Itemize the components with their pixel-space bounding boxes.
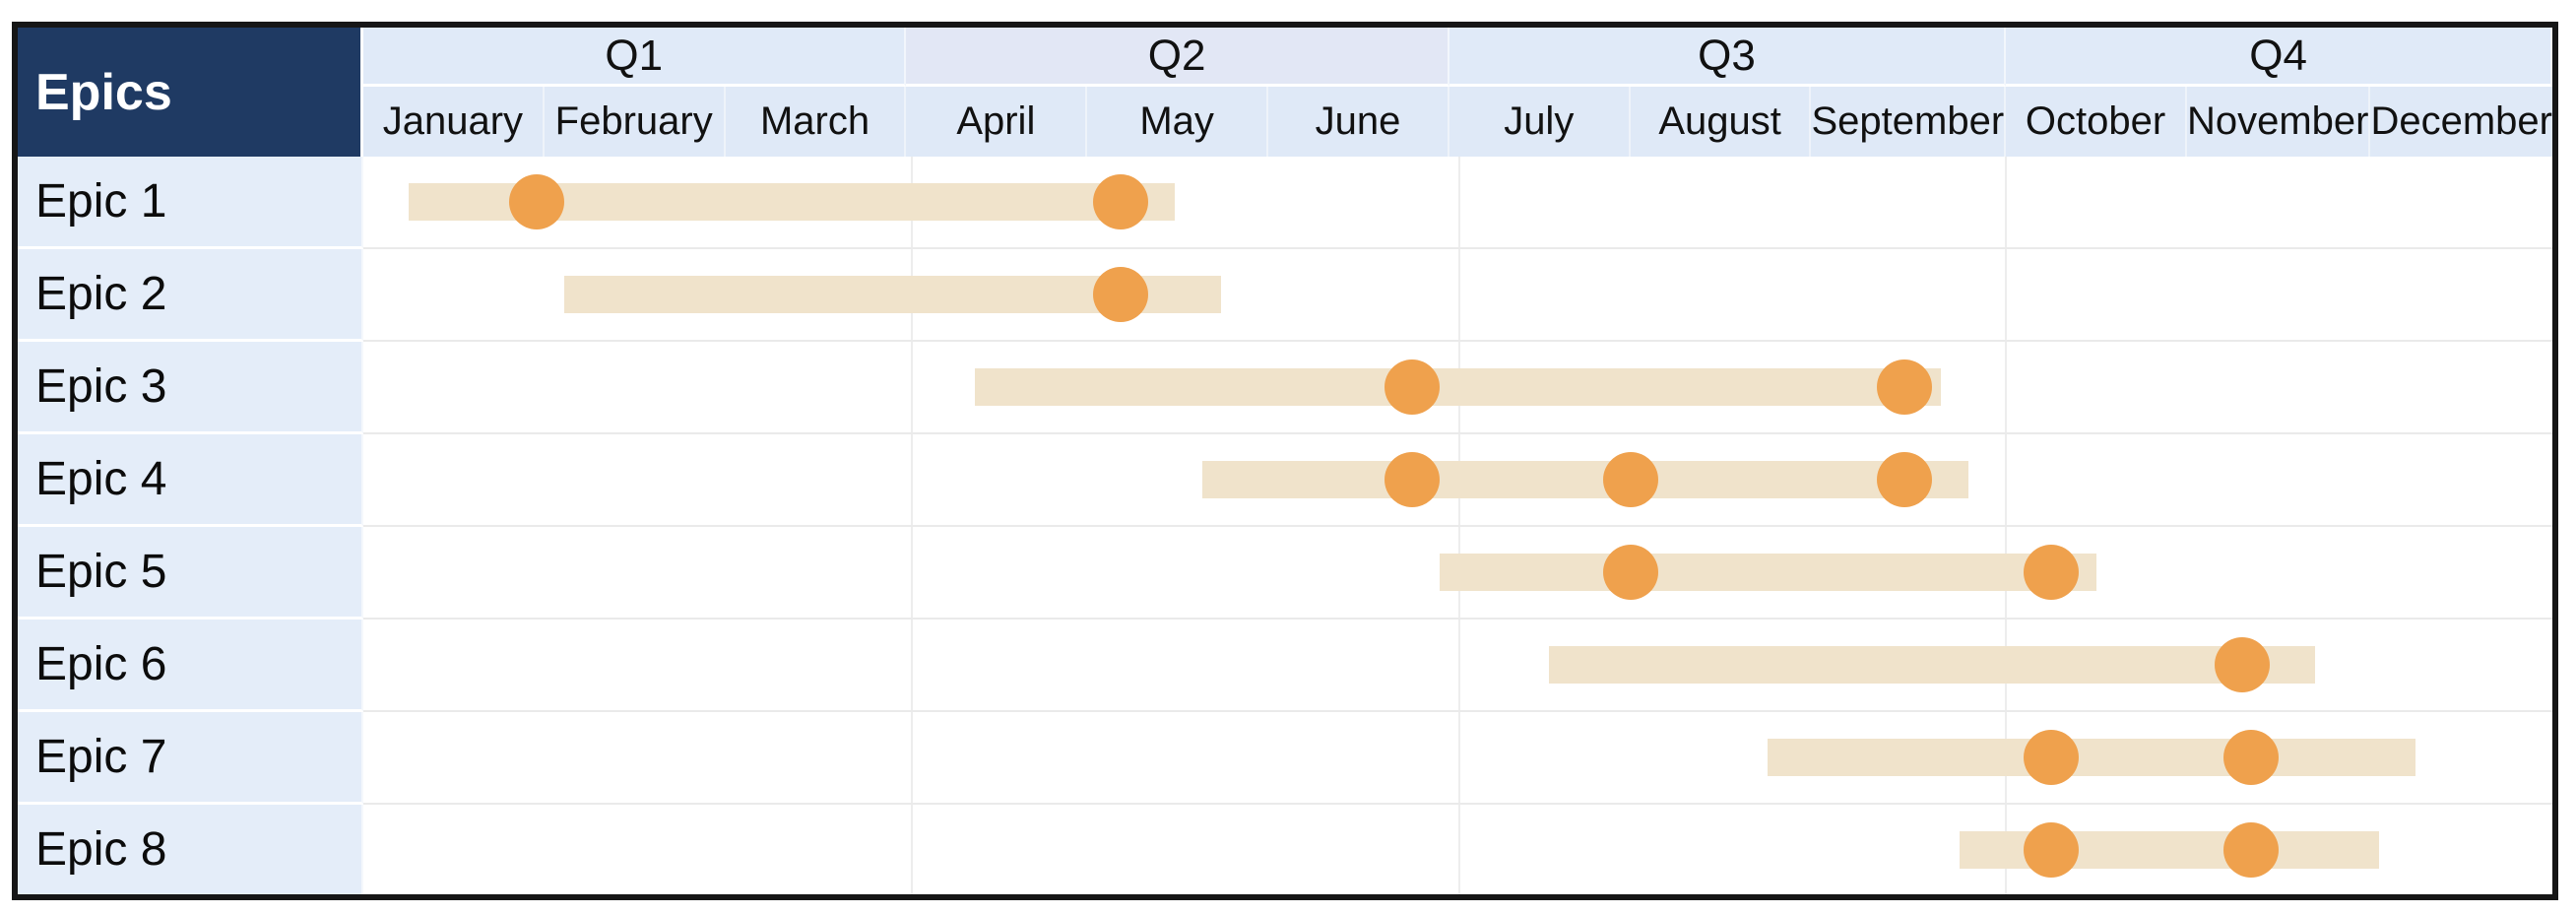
epic-row: Epic 3	[18, 342, 2552, 434]
month-header-september: September	[1811, 87, 2007, 157]
epic-row-label: Epic 1	[18, 157, 363, 249]
milestone-dot	[1092, 267, 1148, 322]
milestone-dot	[1603, 545, 1659, 600]
quarter-gridline	[910, 620, 913, 710]
epics-gantt-table: Epics Q1 Q2 Q3 Q4 January February March April M…	[12, 22, 2558, 900]
epic-bar	[1202, 461, 1969, 498]
epic-row-label: Epic 5	[18, 527, 363, 620]
quarter-gridline	[1457, 249, 1460, 340]
quarter-header-q1: Q1	[363, 28, 907, 87]
epic-timeline	[363, 527, 2552, 620]
month-header-november: November	[2186, 87, 2371, 157]
epic-timeline	[363, 434, 2552, 527]
month-header-february: February	[544, 87, 726, 157]
epic-timeline	[363, 342, 2552, 434]
quarter-gridline	[1457, 805, 1460, 894]
milestone-dot	[1092, 174, 1148, 229]
milestone-dot	[2223, 821, 2280, 878]
milestone-dot	[2023, 730, 2079, 785]
month-header-march: March	[725, 87, 907, 157]
month-header-july: July	[1449, 87, 1631, 157]
quarter-gridline	[910, 342, 913, 432]
quarter-gridline	[1457, 712, 1460, 803]
gantt-body: Epic 1 Epic 2 Epic 3 Epic 4 Epic 5 Epic 6 Epic…	[18, 157, 2552, 894]
milestone-dot	[1385, 452, 1441, 507]
epic-row: Epic 7	[18, 712, 2552, 805]
month-header-june: June	[1268, 87, 1449, 157]
epic-row: Epic 2	[18, 249, 2552, 342]
milestone-dot	[2215, 637, 2271, 692]
epic-bar	[1549, 646, 2316, 684]
quarter-gridline	[2005, 249, 2008, 340]
month-header-may: May	[1087, 87, 1269, 157]
quarter-gridline	[1457, 620, 1460, 710]
gantt-header: Epics Q1 Q2 Q3 Q4 January February March April M…	[18, 28, 2552, 157]
epic-timeline	[363, 249, 2552, 342]
milestone-dot	[508, 174, 564, 229]
quarter-gridline	[910, 805, 913, 894]
month-header-april: April	[906, 87, 1088, 157]
epic-bar	[1768, 739, 2416, 776]
quarter-gridline	[910, 527, 913, 618]
milestone-dot	[1385, 359, 1441, 415]
epic-row-label: Epic 2	[18, 249, 363, 342]
epic-timeline	[363, 805, 2552, 894]
epics-column-header: Epics	[18, 28, 363, 157]
epic-row-label: Epic 8	[18, 805, 363, 894]
milestone-dot	[1877, 359, 1933, 415]
milestone-dot	[2023, 821, 2079, 878]
month-header-august: August	[1630, 87, 1812, 157]
month-header-december: December	[2370, 87, 2552, 157]
epic-timeline	[363, 712, 2552, 805]
quarter-gridline	[1457, 157, 1460, 247]
epic-timeline	[363, 157, 2552, 249]
epic-bar	[1439, 554, 2096, 591]
month-header-january: January	[363, 87, 545, 157]
epic-row-label: Epic 7	[18, 712, 363, 805]
epic-row: Epic 5	[18, 527, 2552, 620]
milestone-dot	[1603, 452, 1659, 507]
epic-row: Epic 8	[18, 805, 2552, 894]
quarter-gridline	[910, 434, 913, 525]
quarter-gridline	[910, 712, 913, 803]
milestone-dot	[2023, 545, 2079, 600]
quarter-header-q3: Q3	[1449, 28, 2007, 87]
epic-row-label: Epic 6	[18, 620, 363, 712]
month-header-october: October	[2006, 87, 2187, 157]
epic-bar	[974, 368, 1942, 406]
epic-timeline	[363, 620, 2552, 712]
quarter-header-q2: Q2	[906, 28, 1449, 87]
epic-row-label: Epic 3	[18, 342, 363, 434]
epic-row-label: Epic 4	[18, 434, 363, 527]
milestone-dot	[2223, 730, 2280, 785]
quarter-gridline	[2005, 342, 2008, 432]
epic-row: Epic 4	[18, 434, 2552, 527]
epic-row: Epic 1	[18, 157, 2552, 249]
milestone-dot	[1877, 452, 1933, 507]
quarter-header-q4: Q4	[2006, 28, 2552, 87]
quarter-gridline	[2005, 434, 2008, 525]
quarter-gridline	[2005, 157, 2008, 247]
epic-row: Epic 6	[18, 620, 2552, 712]
